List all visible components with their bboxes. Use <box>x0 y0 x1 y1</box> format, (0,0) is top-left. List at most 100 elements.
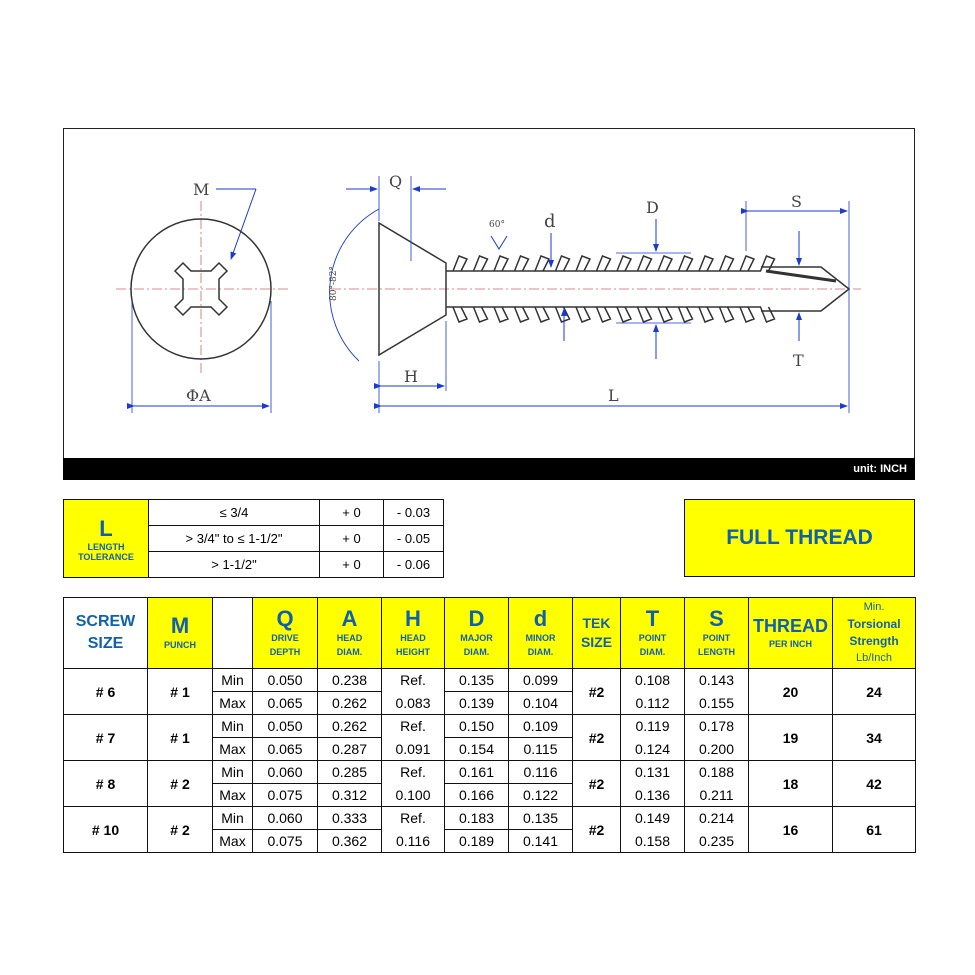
header-sub: DIAM. <box>336 647 363 657</box>
t-min: 0.149 <box>620 806 685 830</box>
header-sub: DIAM. <box>527 647 554 657</box>
threads-per-inch: 16 <box>748 806 833 853</box>
label-60deg: 60° <box>489 220 505 230</box>
header-sub: MAJOR <box>460 633 493 643</box>
header-punch: M PUNCH <box>147 597 213 669</box>
min-label: Min <box>212 760 253 784</box>
h-ref: Ref. <box>381 714 445 738</box>
header-major-d: D MAJOR DIAM. <box>444 597 509 669</box>
h-ref: Ref. <box>381 806 445 830</box>
unit-label: unit: INCH <box>63 458 915 480</box>
label-D: D <box>646 198 659 217</box>
header-minor-d: d MINOR DIAM. <box>508 597 573 669</box>
tek-size: #2 <box>572 714 621 761</box>
screw-size: # 6 <box>63 668 148 715</box>
q-max: 0.065 <box>252 691 318 715</box>
major-d-min: 0.135 <box>444 668 509 692</box>
tolerance-minus: - 0.06 <box>383 551 444 578</box>
torsional-strength: 34 <box>832 714 916 761</box>
minor-d-min: 0.116 <box>508 760 573 784</box>
minor-d-min: 0.109 <box>508 714 573 738</box>
tolerance-range: > 1-1/2" <box>148 551 320 578</box>
label-S: S <box>791 192 802 211</box>
major-d-max: 0.166 <box>444 783 509 807</box>
minor-d-max: 0.115 <box>508 737 573 761</box>
major-d-min: 0.161 <box>444 760 509 784</box>
label-A: ΦA <box>186 386 211 405</box>
header-h: H HEAD HEIGHT <box>381 597 445 669</box>
table-row: Max 0.075 0.362 0.116 0.189 0.141 0.158 0.235 <box>64 829 916 853</box>
h-value: 0.091 <box>381 737 445 761</box>
a-max: 0.362 <box>317 829 382 853</box>
header-blank <box>212 597 253 669</box>
header-symbol: THREAD <box>753 615 828 636</box>
header-text: Torsional <box>847 617 901 631</box>
max-label: Max <box>212 691 253 715</box>
table-row: # 6 # 1 Min 0.050 0.238 Ref. 0.135 0.099 #2 0.108… <box>63 668 916 715</box>
min-label: Min <box>212 806 253 830</box>
tolerance-minus: - 0.05 <box>383 525 444 552</box>
header-sub: HEAD <box>400 633 426 643</box>
header-symbol: M <box>170 613 190 638</box>
screw-drawing: M ΦA 80°-82° Q 60° d D S T H L <box>63 128 915 480</box>
t-max: 0.124 <box>620 737 685 761</box>
table-row: Max 0.065 0.287 0.091 0.154 0.115 0.124 0.200 <box>64 737 916 761</box>
header-text: Strength <box>849 634 899 648</box>
header-t: T POINT DIAM. <box>620 597 685 669</box>
header-sub: DIAM. <box>463 647 490 657</box>
header-sub: DRIVE <box>271 633 299 643</box>
header-q: Q DRIVE DEPTH <box>252 597 318 669</box>
header-a: A HEAD DIAM. <box>317 597 382 669</box>
length-tolerance-table: L LENGTH TOLERANCE ≤ 3/4 + 0 - 0.03 > 3/… <box>63 499 444 578</box>
label-Q: Q <box>389 172 402 191</box>
tolerance-range: > 3/4" to ≤ 1-1/2" <box>148 525 320 552</box>
header-symbol: D <box>468 606 485 631</box>
header-sub: LENGTH <box>698 647 735 657</box>
major-d-max: 0.154 <box>444 737 509 761</box>
screw-side-view <box>378 221 851 357</box>
major-d-min: 0.150 <box>444 714 509 738</box>
s-max: 0.235 <box>684 829 749 853</box>
header-torsion: Min. Torsional Strength Lb/Inch <box>832 597 916 669</box>
tolerance-sub1: LENGTH <box>87 541 125 552</box>
q-min: 0.060 <box>252 760 318 784</box>
header-sub: HEIGHT <box>395 647 430 657</box>
q-max: 0.075 <box>252 783 318 807</box>
torsional-strength: 42 <box>832 760 916 807</box>
threads-per-inch: 19 <box>748 714 833 761</box>
header-symbol: A <box>341 606 358 631</box>
label-H: H <box>404 367 418 386</box>
punch-size: # 2 <box>147 760 213 807</box>
header-symbol: T <box>645 606 660 631</box>
t-min: 0.119 <box>620 714 685 738</box>
punch-size: # 1 <box>147 714 213 761</box>
header-s: S POINT LENGTH <box>684 597 749 669</box>
tolerance-symbol: L <box>99 515 113 541</box>
screw-diagram: M ΦA 80°-82° Q 60° d D S T H L <box>116 172 861 413</box>
s-min: 0.188 <box>684 760 749 784</box>
punch-size: # 1 <box>147 668 213 715</box>
s-min: 0.143 <box>684 668 749 692</box>
head-top-view <box>130 218 272 360</box>
threads-per-inch: 20 <box>748 668 833 715</box>
punch-size: # 2 <box>147 806 213 853</box>
screw-size: # 10 <box>63 806 148 853</box>
a-min: 0.262 <box>317 714 382 738</box>
label-head-angle: 80°-82° <box>329 266 339 301</box>
header-sub: PER INCH <box>768 638 812 649</box>
s-min: 0.214 <box>684 806 749 830</box>
q-min: 0.060 <box>252 806 318 830</box>
q-max: 0.075 <box>252 829 318 853</box>
tek-size: #2 <box>572 760 621 807</box>
tolerance-plus: + 0 <box>319 499 384 526</box>
s-max: 0.155 <box>684 691 749 715</box>
threads-per-inch: 18 <box>748 760 833 807</box>
a-min: 0.238 <box>317 668 382 692</box>
a-min: 0.333 <box>317 806 382 830</box>
a-max: 0.262 <box>317 691 382 715</box>
spec-table: SCREW SIZE M PUNCH Q DRIVE DEPTH A HEAD DIAM… <box>63 597 916 853</box>
table-row: # 7 # 1 Min 0.050 0.262 Ref. 0.150 0.109 #2 0.119… <box>63 714 916 761</box>
header-row: SCREW SIZE M PUNCH Q DRIVE DEPTH A HEAD DIAM… <box>63 597 916 669</box>
q-min: 0.050 <box>252 714 318 738</box>
t-max: 0.158 <box>620 829 685 853</box>
